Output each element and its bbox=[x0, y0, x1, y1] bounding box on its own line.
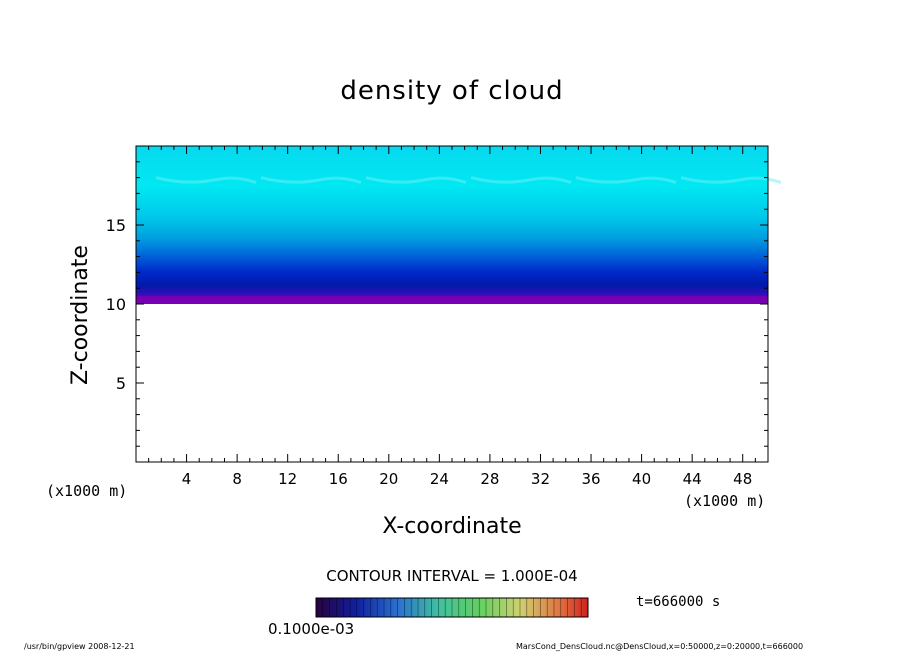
x-tick-label: 24 bbox=[430, 470, 449, 488]
cloud-base-strip bbox=[136, 296, 768, 304]
x-tick-label: 4 bbox=[182, 470, 192, 488]
y-tick-label: 15 bbox=[106, 216, 126, 235]
cloud-streak bbox=[155, 176, 257, 185]
x-tick-label: 32 bbox=[531, 470, 550, 488]
cloud-streak bbox=[680, 176, 782, 185]
colorbar-labels: 0.1000e-03 bbox=[268, 620, 355, 638]
footer-source: MarsCond_DensCloud.nc@DensCloud,x=0:5000… bbox=[516, 642, 804, 651]
x-axis-ticks: 4 8 12 16 20 24 28 32 36 40 44 48 bbox=[148, 146, 756, 488]
x-unit-label-right: (x1000 m) bbox=[684, 492, 766, 510]
x-tick-label: 20 bbox=[379, 470, 398, 488]
contour-interval-label: CONTOUR INTERVAL = 1.000E-04 bbox=[326, 567, 578, 585]
y-axis-ticks: 5 10 15 bbox=[106, 161, 768, 447]
y-tick-label: 5 bbox=[116, 374, 126, 393]
x-tick-label: 36 bbox=[581, 470, 600, 488]
footer-command: /usr/bin/gpview 2008-12-21 bbox=[24, 642, 135, 651]
y-tick-label: 10 bbox=[106, 295, 126, 314]
x-unit-label-left: (x1000 m) bbox=[46, 482, 128, 500]
x-tick-label: 44 bbox=[683, 470, 702, 488]
x-axis-label: X-coordinate bbox=[382, 514, 522, 539]
y-axis-label: Z-coordinate bbox=[68, 245, 93, 385]
chart-title: density of cloud bbox=[340, 76, 564, 106]
colorbar bbox=[315, 597, 589, 618]
x-tick-label: 48 bbox=[733, 470, 752, 488]
x-tick-label: 8 bbox=[232, 470, 242, 488]
time-label: t=666000 s bbox=[636, 594, 721, 610]
cloud-density-field bbox=[136, 146, 782, 304]
cloud-streak bbox=[365, 176, 467, 185]
x-tick-label: 12 bbox=[278, 470, 297, 488]
x-tick-label: 16 bbox=[329, 470, 348, 488]
cloud-streak bbox=[260, 176, 362, 185]
x-tick-label: 40 bbox=[632, 470, 651, 488]
cloud-streak bbox=[575, 176, 677, 185]
x-tick-label: 28 bbox=[480, 470, 499, 488]
cloud-band bbox=[136, 146, 768, 304]
cloud-streak bbox=[470, 176, 572, 185]
